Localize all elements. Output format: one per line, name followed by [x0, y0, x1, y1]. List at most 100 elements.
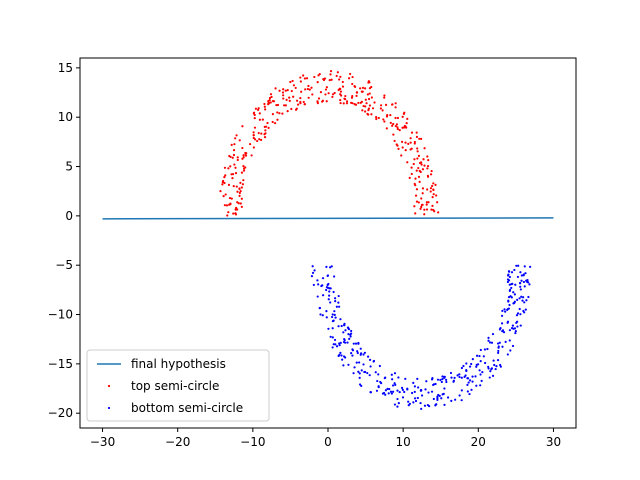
top-semicircle-point — [276, 103, 280, 107]
top-semicircle-point — [227, 167, 230, 170]
top-semicircle-point — [235, 185, 238, 188]
bottom-semicircle-point — [440, 380, 443, 384]
top-semicircle-point — [228, 154, 231, 158]
bottom-semicircle-point — [458, 375, 461, 379]
top-semicircle-point — [307, 96, 310, 99]
top-semicircle-point — [303, 77, 307, 80]
top-semicircle-point — [427, 159, 430, 162]
bottom-semicircle-point — [413, 390, 416, 393]
bottom-semicircle-point — [513, 268, 516, 272]
bottom-semicircle-point — [521, 299, 524, 302]
bottom-semicircle-point — [507, 279, 511, 282]
top-semicircle-point — [418, 180, 421, 183]
top-semicircle-point — [230, 197, 233, 200]
top-semicircle-point — [414, 212, 417, 215]
bottom-semicircle-point — [328, 287, 331, 290]
bottom-semicircle-point — [475, 363, 478, 366]
bottom-semicircle-point — [352, 342, 355, 345]
bottom-semicircle-point — [311, 271, 315, 274]
x-tick-label: 10 — [396, 435, 411, 449]
top-semicircle-point — [394, 102, 397, 105]
top-semicircle-point — [404, 149, 407, 152]
top-semicircle-point — [307, 84, 310, 88]
top-semicircle-point — [405, 122, 408, 125]
top-semicircle-point — [418, 137, 421, 140]
top-semicircle-point — [385, 127, 388, 130]
top-semicircle-point — [222, 195, 225, 198]
top-semicircle-point — [234, 172, 238, 175]
legend-label-line: final hypothesis — [131, 357, 226, 371]
top-semicircle-point — [375, 117, 378, 121]
top-semicircle-point — [316, 100, 319, 103]
bottom-semicircle-point — [517, 264, 520, 267]
bottom-semicircle-point — [488, 376, 491, 379]
bottom-semicircle-point — [471, 358, 474, 361]
top-semicircle-point — [302, 74, 305, 77]
top-semicircle-point — [420, 137, 423, 140]
bottom-semicircle-point — [390, 392, 393, 395]
y-tick-label: 5 — [65, 160, 73, 174]
bottom-semicircle-point — [432, 383, 435, 387]
top-semicircle-point — [230, 173, 233, 176]
y-tick-label: 15 — [58, 61, 73, 75]
bottom-semicircle-point — [511, 282, 514, 285]
top-semicircle-point — [229, 203, 232, 206]
top-semicircle-point — [271, 113, 274, 116]
top-semicircle-point — [291, 79, 294, 83]
bottom-semicircle-point — [470, 362, 473, 366]
top-semicircle-point — [232, 212, 235, 215]
top-semicircle-point — [361, 109, 364, 112]
bottom-semicircle-point — [519, 324, 522, 327]
bottom-semicircle-point — [414, 399, 418, 403]
bottom-semicircle-point — [471, 375, 474, 378]
bottom-semicircle-point — [450, 376, 453, 379]
bottom-semicircle-point — [331, 327, 334, 330]
bottom-semicircle-point — [501, 329, 505, 332]
top-semicircle-point — [410, 166, 413, 169]
bottom-semicircle-point — [375, 389, 379, 392]
bottom-semicircle-point — [316, 295, 319, 298]
bottom-semicircle-point — [506, 280, 510, 284]
bottom-semicircle-point — [508, 303, 511, 307]
bottom-semicircle-point — [341, 358, 344, 361]
top-semicircle-point — [238, 187, 241, 191]
bottom-semicircle-point — [338, 305, 341, 308]
top-semicircle-point — [239, 181, 242, 184]
top-semicircle-point — [236, 201, 239, 204]
top-semicircle-point — [423, 147, 426, 150]
top-semicircle-point — [432, 188, 435, 191]
bottom-semicircle-point — [442, 392, 445, 396]
bottom-semicircle-point — [417, 386, 420, 389]
top-semicircle-point — [426, 164, 430, 168]
top-semicircle-point — [341, 85, 345, 88]
top-semicircle-point — [435, 194, 438, 197]
bottom-semicircle-point — [522, 296, 525, 299]
top-semicircle-point — [288, 96, 291, 99]
legend-box — [86, 349, 270, 422]
x-tick-label: −10 — [240, 435, 265, 449]
y-tick-label: −10 — [48, 308, 73, 322]
bottom-semicircle-point — [520, 279, 523, 282]
top-semicircle-point — [244, 151, 247, 155]
y-tick-label: −5 — [55, 258, 73, 272]
top-semicircle-point — [429, 187, 433, 190]
top-semicircle-point — [224, 174, 227, 177]
bottom-semicircle-point — [346, 341, 349, 344]
bottom-semicircle-point — [319, 313, 322, 316]
top-semicircle-point — [394, 124, 397, 128]
bottom-semicircle-point — [391, 378, 394, 381]
bottom-semicircle-point — [510, 327, 514, 330]
top-semicircle-point — [400, 140, 404, 143]
top-semicircle-point — [267, 99, 270, 103]
bottom-semicircle-point — [406, 388, 409, 391]
top-semicircle-point — [421, 187, 425, 190]
bottom-semicircle-point — [503, 308, 506, 311]
bottom-semicircle-point — [393, 372, 397, 375]
bottom-semicircle-point — [445, 380, 448, 384]
top-semicircle-point — [331, 95, 334, 99]
bottom-semicircle-point — [358, 376, 361, 379]
top-semicircle-point — [241, 146, 244, 150]
legend: final hypothesis top semi-circle bottom … — [86, 349, 270, 422]
top-semicircle-point — [284, 104, 287, 107]
top-semicircle-point — [429, 173, 433, 176]
